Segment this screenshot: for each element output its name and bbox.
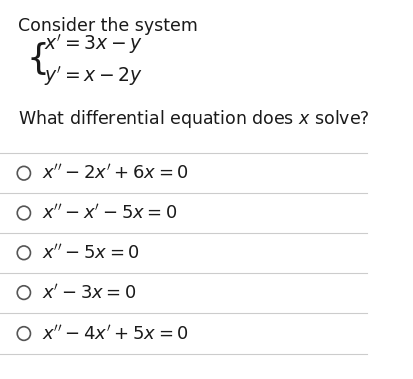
- Text: $x'' - x' - 5x = 0$: $x'' - x' - 5x = 0$: [42, 204, 177, 222]
- Text: $x'' - 5x = 0$: $x'' - 5x = 0$: [42, 243, 140, 262]
- Text: What differential equation does $x$ solve?: What differential equation does $x$ solv…: [18, 108, 369, 130]
- Text: $x' - 3x = 0$: $x' - 3x = 0$: [42, 283, 136, 302]
- Text: $\{$: $\{$: [26, 40, 46, 77]
- Text: $y' = x - 2y$: $y' = x - 2y$: [44, 64, 143, 88]
- Text: $x' = 3x - y$: $x' = 3x - y$: [44, 31, 143, 56]
- Text: $x'' - 4x' + 5x = 0$: $x'' - 4x' + 5x = 0$: [42, 324, 188, 343]
- Text: $x'' - 2x' + 6x = 0$: $x'' - 2x' + 6x = 0$: [42, 164, 188, 183]
- Text: Consider the system: Consider the system: [18, 17, 198, 35]
